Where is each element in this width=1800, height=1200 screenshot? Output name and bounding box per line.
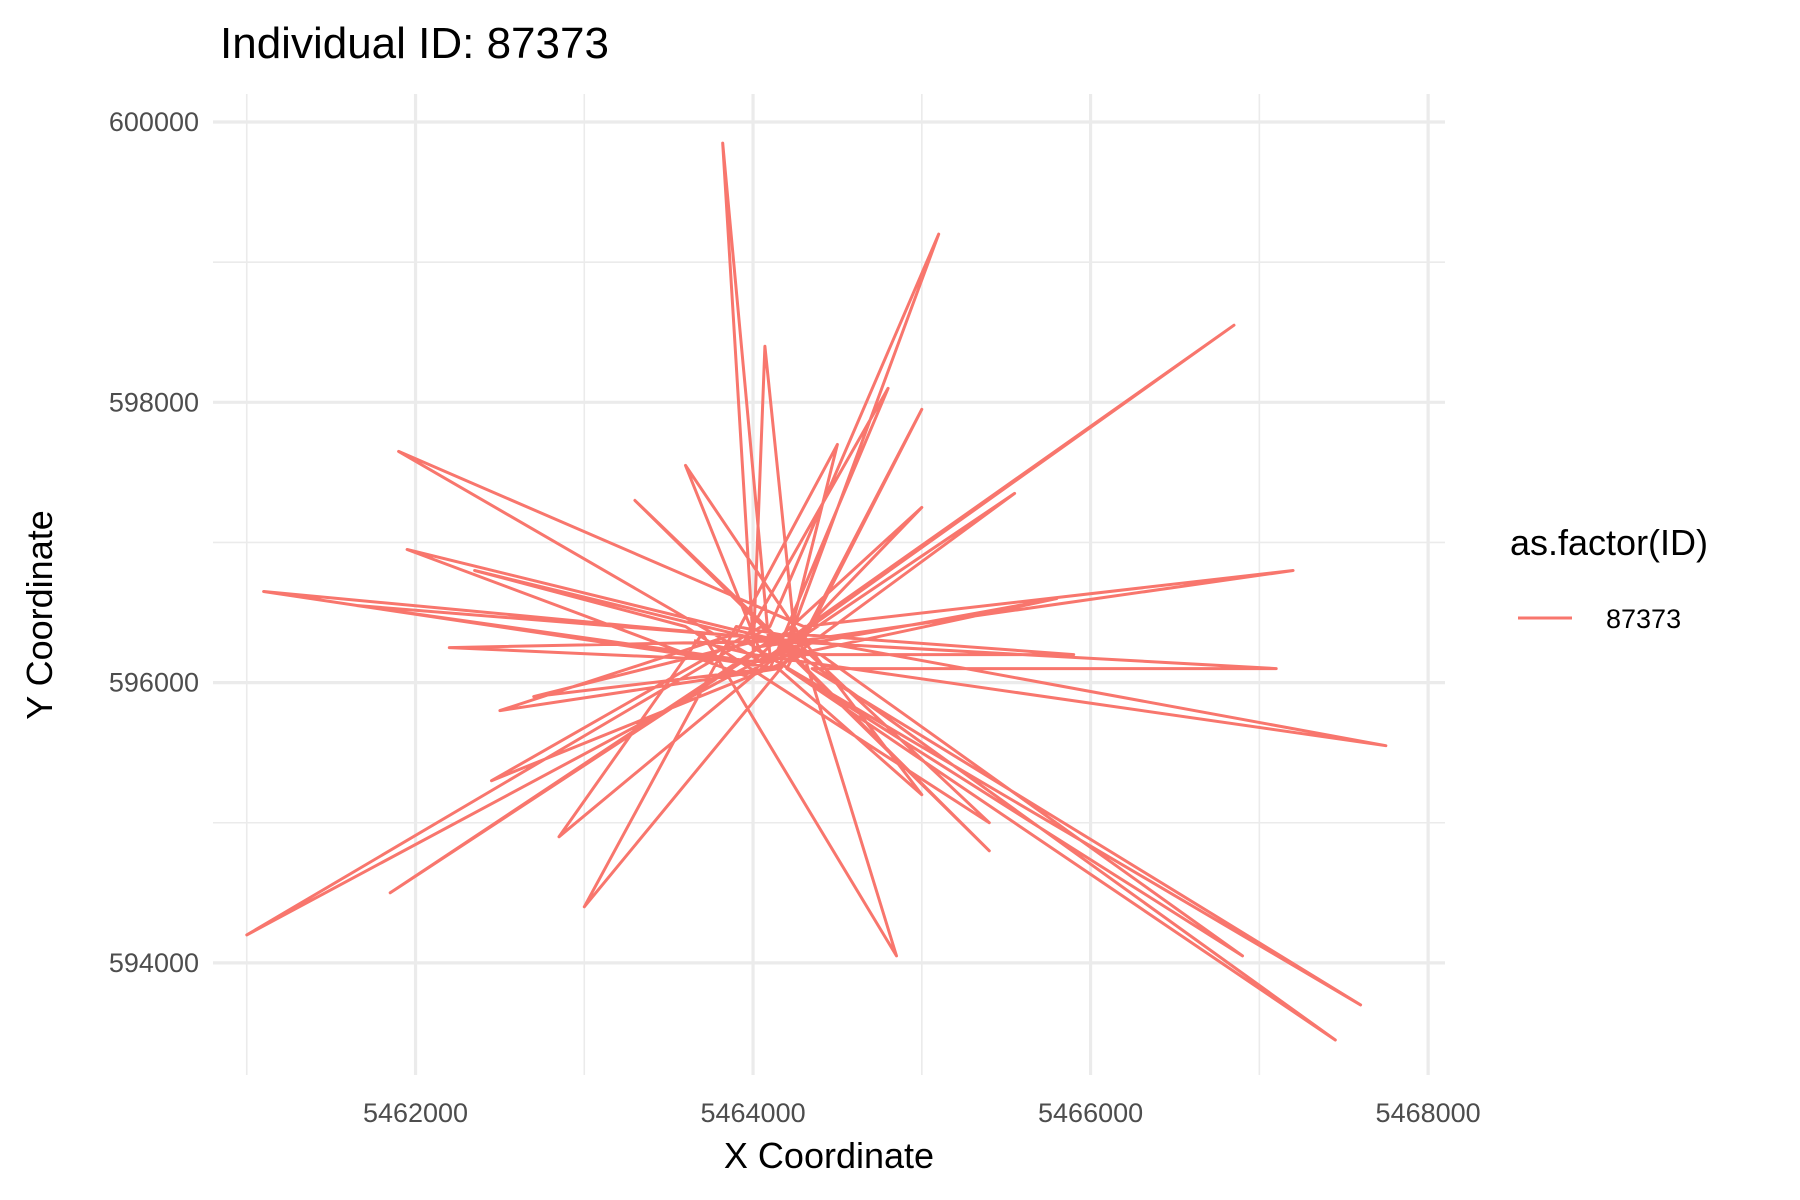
x-tick-label: 5466000 [1038, 1098, 1143, 1128]
legend-title: as.factor(ID) [1510, 522, 1708, 563]
x-tick-label: 5464000 [700, 1098, 805, 1128]
y-tick-labels: 594000 596000 598000 600000 [109, 107, 199, 978]
x-tick-label: 5468000 [1376, 1098, 1481, 1128]
series-line-87373 [245, 141, 1388, 1042]
legend: as.factor(ID) 87373 [1510, 522, 1708, 634]
grid [213, 94, 1445, 1075]
y-axis-label: Y Coordinate [19, 510, 60, 719]
y-tick-label: 598000 [109, 387, 199, 417]
legend-label: 87373 [1606, 604, 1681, 634]
x-tick-label: 5462000 [363, 1098, 468, 1128]
y-tick-label: 596000 [109, 668, 199, 698]
x-tick-labels: 5462000 5464000 5466000 5468000 [363, 1098, 1481, 1128]
chart-title: Individual ID: 87373 [220, 19, 609, 68]
series-layer [245, 141, 1388, 1042]
y-tick-label: 600000 [109, 107, 199, 137]
y-tick-label: 594000 [109, 948, 199, 978]
x-axis-label: X Coordinate [724, 1135, 934, 1176]
